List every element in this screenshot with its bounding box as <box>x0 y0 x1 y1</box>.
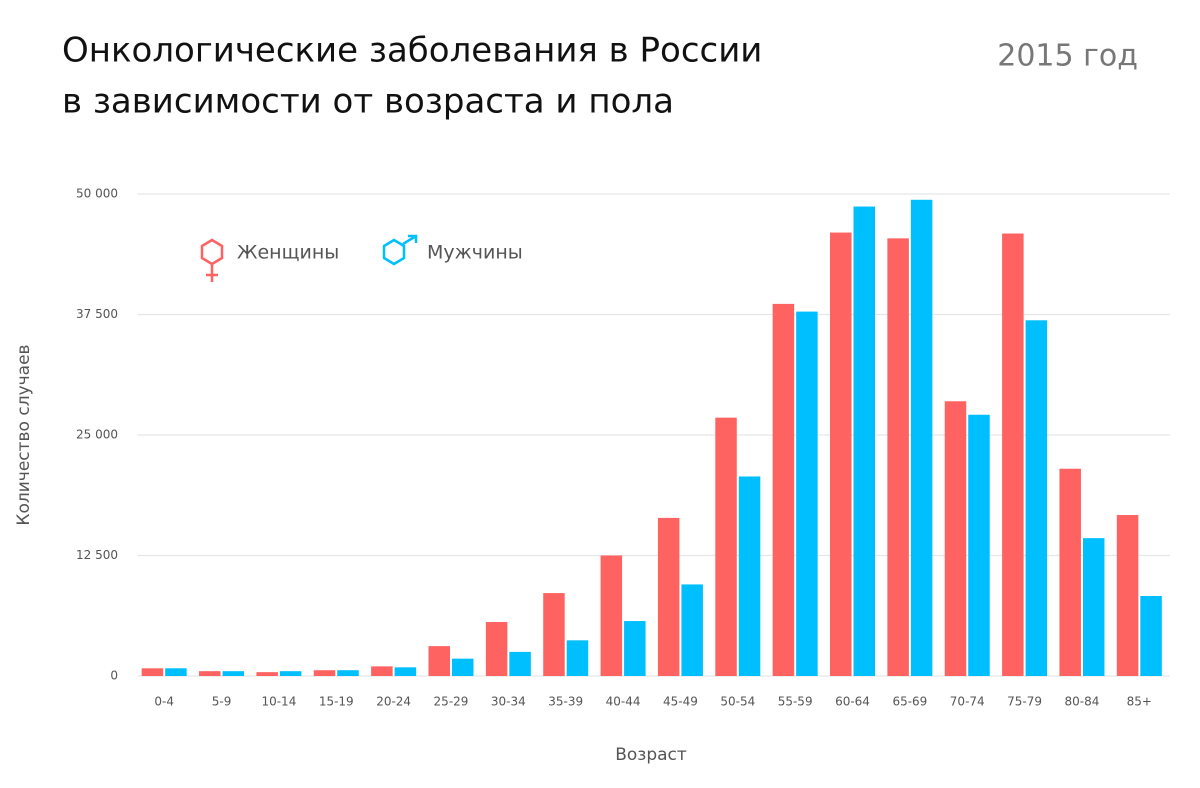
bar <box>451 658 474 676</box>
bar <box>1025 320 1048 676</box>
bar <box>1059 468 1081 676</box>
bar <box>1116 515 1139 676</box>
bar <box>543 593 565 676</box>
bar <box>968 414 990 676</box>
x-tick-label: 30-34 <box>491 695 526 709</box>
x-tick-label: 60-64 <box>835 695 870 709</box>
bar <box>279 671 302 676</box>
x-tick-label: 50-54 <box>720 695 755 709</box>
bar <box>738 476 761 676</box>
x-tick-label: 20-24 <box>376 695 411 709</box>
male-icon <box>382 234 418 266</box>
x-tick-label: 75-79 <box>1007 695 1042 709</box>
bar <box>509 651 531 676</box>
chart-title: в зависимости от возраста и пола <box>62 82 674 122</box>
bar <box>715 417 737 676</box>
x-tick-label: 25-29 <box>434 695 469 709</box>
x-tick-label: 65-69 <box>892 695 927 709</box>
x-tick-label: 70-74 <box>950 695 985 709</box>
y-tick-label: 0 <box>110 669 118 683</box>
bar <box>887 238 909 676</box>
bar <box>199 671 221 676</box>
x-tick-label: 40-44 <box>606 695 641 709</box>
chart-title: Онкологические заболевания в России <box>62 31 762 71</box>
legend-label: Женщины <box>237 242 339 264</box>
y-tick-label: 37 500 <box>76 307 118 321</box>
bar <box>772 303 795 676</box>
bar <box>141 668 164 676</box>
legend-label: Мужчины <box>427 242 523 264</box>
x-axis-label: Возраст <box>615 745 687 765</box>
bar <box>1082 538 1105 676</box>
x-tick-label: 55-59 <box>778 695 813 709</box>
x-tick-label: 80-84 <box>1065 695 1100 709</box>
bar <box>624 621 646 676</box>
x-tick-label: 85+ <box>1127 695 1152 709</box>
bar <box>485 622 508 676</box>
y-axis-label: Количество случаев <box>14 344 34 525</box>
x-tick-label: 15-19 <box>319 695 354 709</box>
bar <box>394 667 417 676</box>
bar <box>428 646 450 676</box>
x-tick-label: 45-49 <box>663 695 698 709</box>
bar <box>371 666 393 676</box>
bar <box>910 199 933 676</box>
x-tick-label: 10-14 <box>261 695 296 709</box>
x-tick-label: 5-9 <box>212 695 232 709</box>
bar <box>337 670 359 676</box>
y-tick-label: 25 000 <box>76 428 118 442</box>
bar <box>944 401 967 676</box>
x-tick-label: 35-39 <box>548 695 583 709</box>
bar <box>1002 233 1024 677</box>
female-icon <box>200 238 224 282</box>
bar <box>222 671 245 676</box>
bar <box>165 668 187 676</box>
bar <box>796 311 818 676</box>
x-tick-label: 0-4 <box>154 695 174 709</box>
y-tick-label: 50 000 <box>76 187 118 201</box>
bar <box>256 672 278 676</box>
bar <box>657 517 680 676</box>
bar <box>600 555 623 676</box>
bar <box>830 232 852 676</box>
chart-subtitle: 2015 год <box>997 39 1138 74</box>
bar <box>681 584 703 676</box>
bar <box>566 640 589 676</box>
y-tick-label: 12 500 <box>76 548 118 562</box>
bar <box>853 206 876 677</box>
bar <box>1140 595 1162 676</box>
bar <box>313 670 336 676</box>
